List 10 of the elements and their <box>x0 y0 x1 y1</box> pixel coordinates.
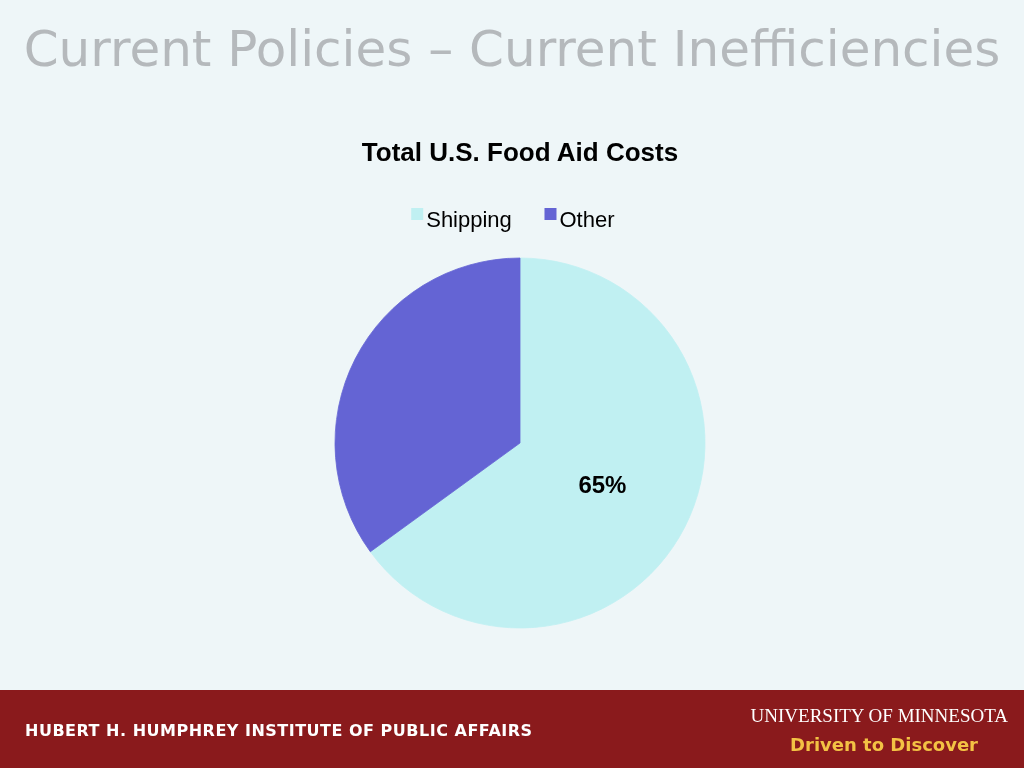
chart-title: Current Policies – Current Inefficiencies <box>23 20 1001 78</box>
chart-subtitle: Total U.S. Food Aid Costs <box>361 137 679 167</box>
text: Driven to Discover <box>790 734 979 755</box>
pie-slice <box>334 257 521 553</box>
text: UNIVERSITY OF MINNESOTA <box>750 705 1009 726</box>
legend-label: Shipping <box>426 206 512 232</box>
data-label: 65% <box>578 471 627 499</box>
pie-slice <box>369 257 706 629</box>
text: HUBERT H. HUMPHREY INSTITUTE OF PUBLIC AFFAIRS <box>25 721 533 740</box>
legend-label: Other <box>559 206 615 232</box>
